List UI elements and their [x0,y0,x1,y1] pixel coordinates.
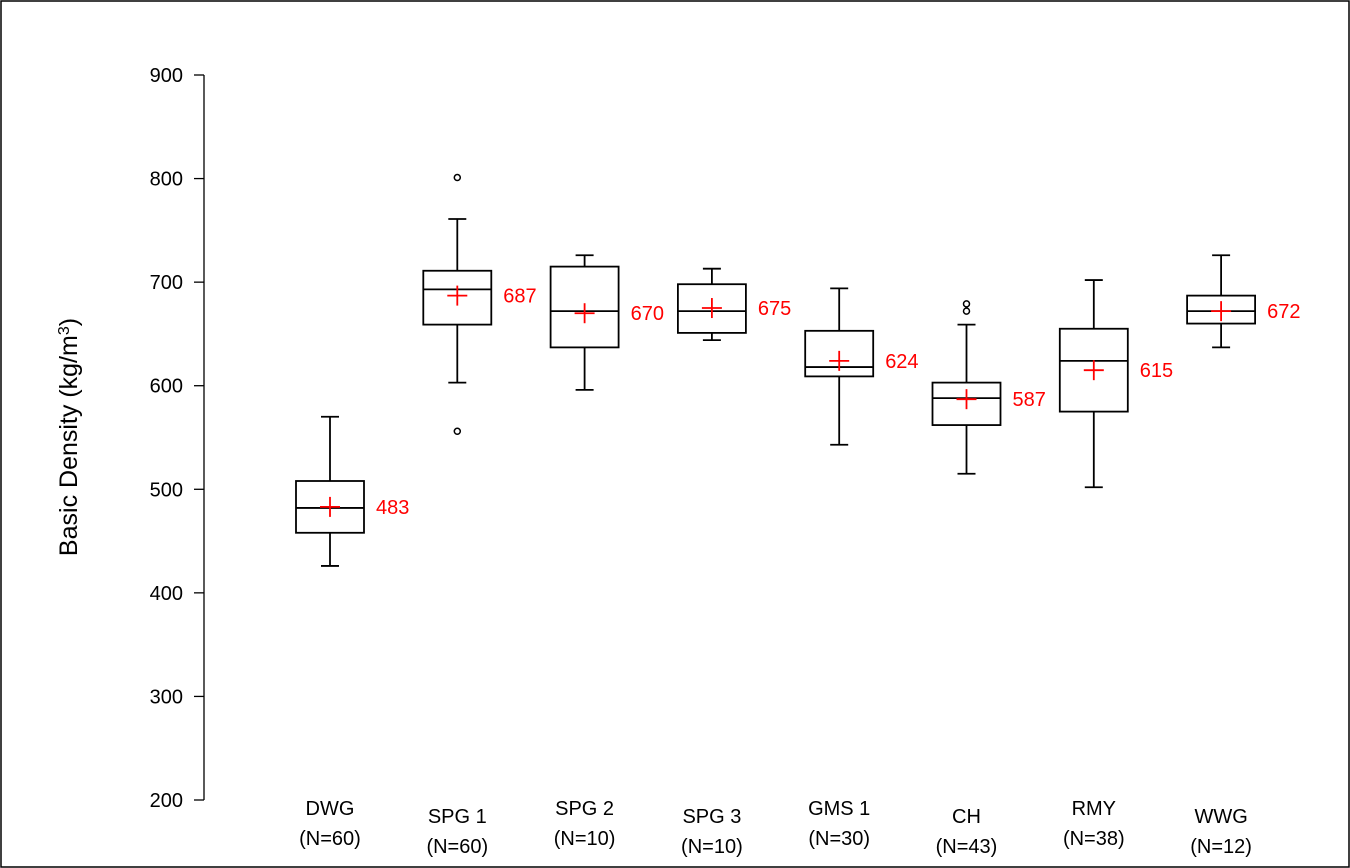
category-count-label: (N=60) [426,836,488,858]
iqr-box [549,265,620,349]
box-group: 483 DWG (N=60) [295,415,409,850]
y-tick-label: 700 [150,272,183,294]
box-group: 670 SPG 2 (N=10) [549,254,664,850]
iqr-box [804,329,875,378]
category-count-label: (N=10) [681,836,743,858]
iqr-box [422,269,493,326]
y-tick-label: 800 [150,169,183,191]
outlier-point [453,173,462,182]
box-group: 624 GMS 1 (N=30) [804,287,919,850]
y-axis-label: Basic Density (kg/m3) [55,318,83,556]
iqr-box [1186,294,1256,325]
y-axis-label-superscript: 3 [56,326,73,335]
mean-value-label: 483 [376,497,409,519]
iqr-box [295,480,365,534]
category-label: SPG 1 [428,806,487,828]
mean-value-label: 587 [1013,389,1046,411]
y-axis-ticks: 200 300 400 500 600 700 800 900 [150,65,204,812]
y-tick-label: 400 [150,583,183,605]
category-count-label: (N=60) [299,828,361,850]
box-series: 483 DWG (N=60) 687 SPG 1 (N=60) 670 SPG 2 (N=10)… [295,173,1300,858]
category-label: RMY [1072,798,1116,820]
outlier-point [453,427,462,436]
category-label: CH [952,806,981,828]
category-count-label: (N=10) [554,828,616,850]
category-label: SPG 2 [555,798,614,820]
iqr-box [1058,327,1129,413]
mean-value-label: 672 [1267,301,1300,323]
category-label: WWG [1194,806,1247,828]
box-group: 615 RMY (N=38) [1058,279,1173,850]
y-tick-label: 600 [150,376,183,398]
mean-value-label: 675 [758,298,791,320]
category-count-label: (N=30) [808,828,870,850]
category-label: DWG [306,798,355,820]
y-tick-label: 200 [150,790,183,812]
mean-value-label: 624 [885,351,918,373]
box-group: 672 WWG (N=12) [1186,254,1300,858]
y-tick-label: 300 [150,686,183,708]
category-count-label: (N=12) [1190,836,1252,858]
category-label: GMS 1 [808,798,870,820]
y-tick-label: 500 [150,479,183,501]
y-axis-label-suffix: ) [55,318,83,326]
mean-value-label: 687 [503,286,536,308]
outlier-point [962,307,971,315]
iqr-box [677,283,747,334]
category-count-label: (N=38) [1063,828,1125,850]
box-group: 675 SPG 3 (N=10) [677,267,791,858]
box-group: 687 SPG 1 (N=60) [422,173,537,858]
category-label: SPG 3 [682,806,741,828]
y-axis-label-main: Basic Density (kg/m [55,335,83,556]
iqr-box [931,381,1002,426]
box-group: 587 CH (N=43) [931,300,1046,858]
category-count-label: (N=43) [936,836,998,858]
y-tick-label: 900 [150,65,183,87]
mean-value-label: 615 [1140,360,1173,382]
outlier-point [962,300,971,308]
mean-value-label: 670 [631,303,664,325]
